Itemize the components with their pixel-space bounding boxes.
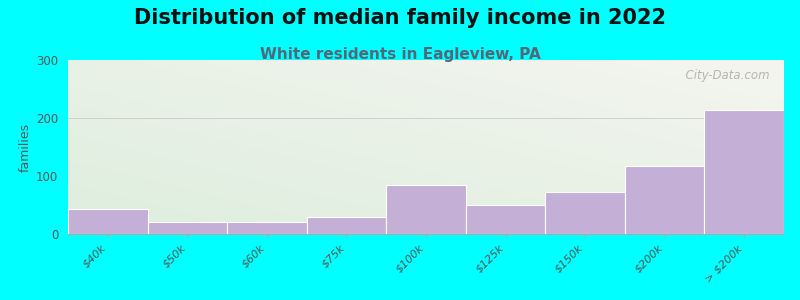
Bar — [227, 222, 306, 234]
Bar — [466, 205, 546, 234]
Y-axis label: families: families — [19, 122, 32, 172]
Bar — [386, 185, 466, 234]
Text: City-Data.com: City-Data.com — [678, 69, 770, 82]
Bar — [68, 209, 147, 234]
Bar — [147, 222, 227, 234]
Bar — [625, 166, 705, 234]
Text: Distribution of median family income in 2022: Distribution of median family income in … — [134, 8, 666, 28]
Bar — [705, 110, 784, 234]
Bar — [546, 192, 625, 234]
Text: White residents in Eagleview, PA: White residents in Eagleview, PA — [260, 46, 540, 62]
Bar — [306, 217, 386, 234]
